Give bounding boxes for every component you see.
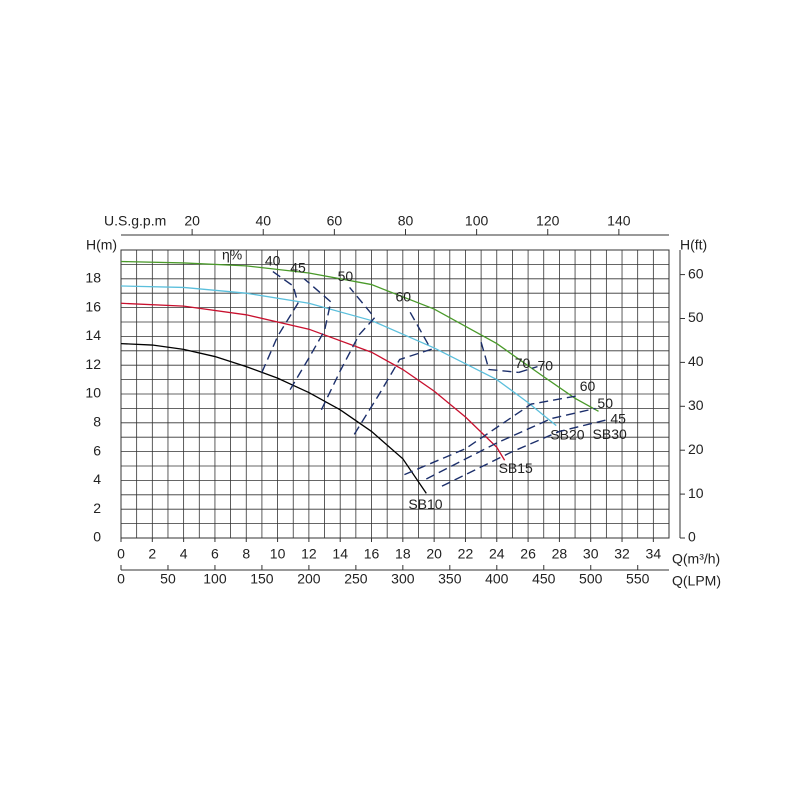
line-series bbox=[120, 260, 599, 412]
x2-tick-label: 100 bbox=[465, 213, 489, 229]
efficiency-curve bbox=[480, 341, 519, 374]
y2-tick-label: 50 bbox=[688, 309, 704, 325]
series-label: SB15 bbox=[499, 460, 533, 476]
efficiency-label: 60 bbox=[580, 378, 596, 394]
efficiency-label: 45 bbox=[610, 411, 626, 427]
y-tick-label: 2 bbox=[93, 500, 101, 516]
x-tick-label: 14 bbox=[332, 546, 348, 562]
series-label: SB30 bbox=[593, 426, 627, 442]
y-tick-label: 14 bbox=[85, 327, 101, 343]
efficiency-label: 50 bbox=[338, 268, 354, 284]
efficiency-curve bbox=[425, 407, 596, 480]
x-tick-label: 16 bbox=[364, 546, 380, 562]
efficiency-label: 70 bbox=[537, 357, 553, 373]
x3-tick-label: 350 bbox=[438, 571, 462, 587]
x3-tick-label: 50 bbox=[160, 571, 176, 587]
x3-tick-label: 150 bbox=[250, 571, 274, 587]
x2-tick-label: 140 bbox=[607, 213, 631, 229]
x-tick-label: 26 bbox=[520, 546, 536, 562]
x-tick-label: 4 bbox=[180, 546, 188, 562]
y2-tick-label: 20 bbox=[688, 441, 704, 457]
x3-tick-label: 250 bbox=[344, 571, 368, 587]
y2-tick-label: 60 bbox=[688, 265, 704, 281]
efficiency-symbol: η% bbox=[222, 247, 242, 263]
x2-tick-label: 60 bbox=[327, 213, 343, 229]
x-tick-label: 8 bbox=[242, 546, 250, 562]
x2-axis-label: U.S.g.p.m bbox=[104, 213, 166, 229]
y2-tick-label: 30 bbox=[688, 397, 704, 413]
line-series bbox=[120, 302, 506, 461]
y-axis-label: H(m) bbox=[86, 237, 117, 253]
y-tick-label: 16 bbox=[85, 298, 101, 314]
y-tick-label: 8 bbox=[93, 414, 101, 430]
efficiency-label: 40 bbox=[265, 252, 281, 268]
x2-tick-label: 20 bbox=[184, 213, 200, 229]
y-tick-label: 10 bbox=[85, 385, 101, 401]
efficiency-curve bbox=[353, 307, 433, 435]
x-tick-label: 10 bbox=[270, 546, 286, 562]
efficiency-curve bbox=[320, 286, 376, 411]
y-tick-label: 0 bbox=[93, 529, 101, 545]
x-tick-label: 18 bbox=[395, 546, 411, 562]
x-tick-label: 12 bbox=[301, 546, 317, 562]
x-tick-label: 32 bbox=[614, 546, 630, 562]
x-tick-label: 24 bbox=[489, 546, 505, 562]
x3-tick-label: 450 bbox=[532, 571, 556, 587]
x2-tick-label: 120 bbox=[536, 213, 560, 229]
series-label: SB20 bbox=[550, 426, 584, 442]
y2-axis-label: H(ft) bbox=[680, 237, 707, 253]
x-tick-label: 34 bbox=[646, 546, 662, 562]
efficiency-label: 60 bbox=[396, 288, 412, 304]
efficiency-curve bbox=[261, 271, 299, 373]
x3-tick-label: 500 bbox=[579, 571, 603, 587]
efficiency-label: 70 bbox=[515, 355, 531, 371]
x3-tick-label: 550 bbox=[626, 571, 650, 587]
x3-tick-label: 400 bbox=[485, 571, 509, 587]
y2-tick-label: 10 bbox=[688, 485, 704, 501]
x-tick-label: 20 bbox=[426, 546, 442, 562]
x3-tick-label: 0 bbox=[117, 571, 125, 587]
x-tick-label: 28 bbox=[552, 546, 568, 562]
efficiency-curve bbox=[441, 419, 607, 487]
x-tick-label: 30 bbox=[583, 546, 599, 562]
x3-axis-label: Q(LPM) bbox=[672, 573, 721, 589]
efficiency-label: 50 bbox=[597, 395, 613, 411]
x3-tick-label: 200 bbox=[297, 571, 321, 587]
efficiency-curve bbox=[518, 365, 538, 374]
x-axis-label: Q(m³/h) bbox=[672, 551, 720, 567]
x2-tick-label: 40 bbox=[255, 213, 271, 229]
y2-tick-label: 0 bbox=[688, 529, 696, 545]
line-series bbox=[120, 342, 427, 494]
x-tick-label: 2 bbox=[148, 546, 156, 562]
x2-tick-label: 80 bbox=[398, 213, 414, 229]
series-label: SB10 bbox=[408, 496, 442, 512]
y-tick-label: 18 bbox=[85, 270, 101, 286]
plot-frame bbox=[120, 249, 670, 539]
y-tick-label: 4 bbox=[93, 471, 101, 487]
y-tick-label: 6 bbox=[93, 442, 101, 458]
x3-tick-label: 300 bbox=[391, 571, 415, 587]
x-tick-label: 6 bbox=[211, 546, 219, 562]
efficiency-curve bbox=[404, 394, 580, 476]
efficiency-label: 45 bbox=[290, 260, 306, 276]
y2-tick-label: 40 bbox=[688, 353, 704, 369]
x-tick-label: 22 bbox=[458, 546, 474, 562]
x-tick-label: 0 bbox=[117, 546, 125, 562]
y-tick-label: 12 bbox=[85, 356, 101, 372]
x3-tick-label: 100 bbox=[203, 571, 227, 587]
